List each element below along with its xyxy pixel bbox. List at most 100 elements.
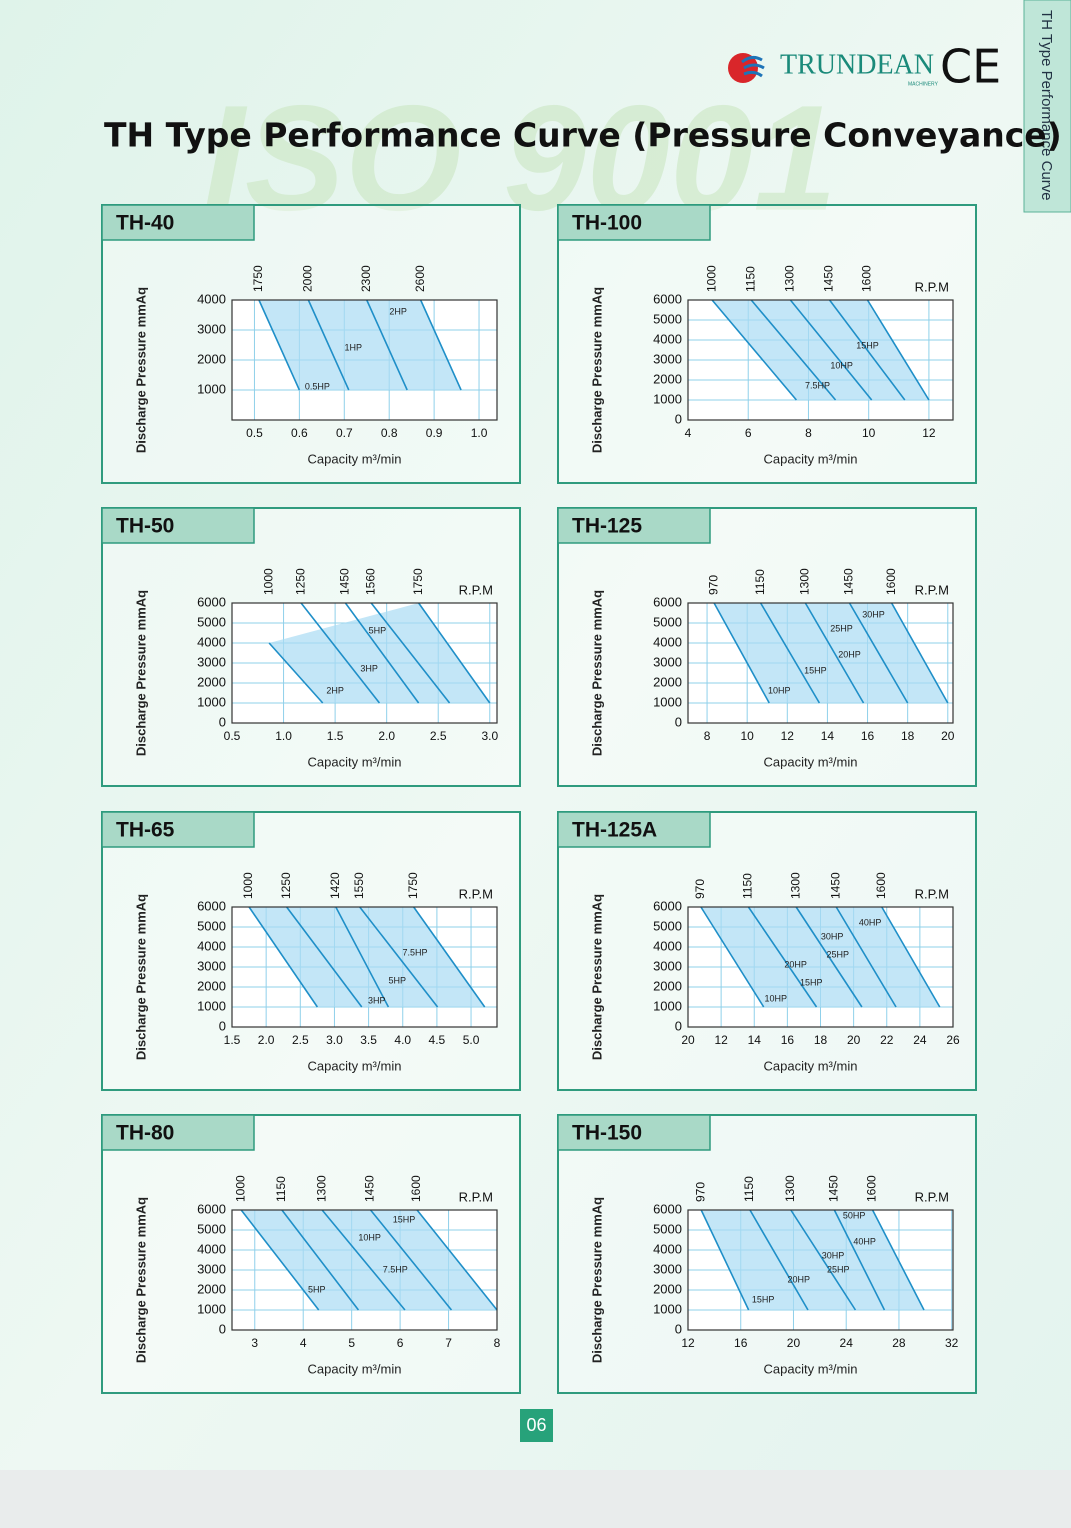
- y-tick-label: 2000: [197, 351, 226, 366]
- panel-title: TH-65: [116, 819, 175, 842]
- plot-frame: [231, 299, 498, 421]
- rpm-unit-label: R.P.M: [915, 279, 949, 294]
- x-tick-label: 3.0: [481, 729, 498, 743]
- y-tick-label: 1000: [197, 1301, 226, 1316]
- x-tick-label: 26: [946, 1033, 960, 1047]
- y-tick-label: 0: [219, 714, 226, 729]
- rpm-label: 1300: [783, 1175, 797, 1202]
- y-tick-label: 2000: [653, 1281, 682, 1296]
- rpm-curve: [804, 602, 865, 704]
- rpm-curve: [789, 299, 873, 401]
- y-axis-label: Discharge Pressure mmAq: [133, 287, 148, 453]
- y-tick-label: 6000: [653, 291, 682, 306]
- rpm-curve: [713, 602, 770, 704]
- rpm-curve: [750, 299, 837, 401]
- x-tick-label: 8: [704, 729, 711, 743]
- rpm-curve: [749, 1209, 809, 1311]
- plot-frame: [687, 906, 954, 1028]
- y-tick-label: 2000: [653, 978, 682, 993]
- hp-label: 5HP: [389, 975, 407, 985]
- x-tick-label: 3: [251, 1336, 258, 1350]
- rpm-label: 2300: [359, 265, 373, 292]
- rpm-curve: [759, 602, 821, 704]
- rpm-label: 1600: [860, 265, 874, 292]
- rpm-curve: [711, 299, 798, 401]
- ce-mark: CE: [940, 40, 1001, 94]
- rpm-curve: [359, 906, 439, 1008]
- rpm-label: 1300: [798, 568, 812, 595]
- rpm-curve: [285, 906, 363, 1008]
- plot-frame: [231, 906, 498, 1028]
- rpm-label: 970: [693, 1182, 707, 1202]
- y-tick-label: 1000: [653, 391, 682, 406]
- y-tick-label: 0: [219, 1018, 226, 1033]
- y-axis-label: Discharge Pressure mmAq: [589, 894, 604, 1060]
- rpm-label: 1750: [406, 872, 420, 899]
- x-tick-label: 20: [847, 1033, 861, 1047]
- y-tick-label: 2000: [653, 371, 682, 386]
- rpm-curve: [835, 906, 897, 1008]
- rpm-curve: [747, 906, 818, 1008]
- rpm-curve: [413, 906, 486, 1008]
- rpm-label: 1600: [874, 872, 888, 899]
- y-tick-label: 3000: [653, 958, 682, 973]
- hp-label: 7.5HP: [403, 947, 428, 957]
- y-tick-label: 1000: [653, 998, 682, 1013]
- rpm-curve: [281, 1209, 360, 1311]
- hp-label: 1HP: [345, 342, 363, 352]
- rpm-curve: [848, 602, 909, 704]
- x-tick-label: 1.0: [275, 729, 292, 743]
- rpm-label: 1000: [233, 1175, 247, 1202]
- y-tick-label: 2000: [197, 674, 226, 689]
- x-tick-label: 10: [740, 729, 754, 743]
- x-tick-label: 6: [745, 426, 752, 440]
- y-tick-label: 6000: [653, 898, 682, 913]
- x-axis-label: Capacity m³/min: [308, 1058, 402, 1073]
- panel-title-tab: [101, 204, 255, 241]
- y-tick-label: 1000: [197, 381, 226, 396]
- y-tick-label: 4000: [653, 1241, 682, 1256]
- y-tick-label: 0: [675, 714, 682, 729]
- rpm-label: 1420: [328, 872, 342, 899]
- coverage-area: [701, 1210, 924, 1310]
- y-tick-label: 2000: [197, 978, 226, 993]
- x-tick-label: 32: [945, 1336, 959, 1350]
- panel-title: TH-80: [116, 1122, 174, 1145]
- rpm-label: 1450: [827, 1175, 841, 1202]
- hp-label: 30HP: [821, 931, 844, 941]
- side-tab: [1023, 0, 1071, 213]
- x-tick-label: 6: [397, 1336, 404, 1350]
- y-tick-label: 1000: [653, 1301, 682, 1316]
- hp-label: 2HP: [326, 685, 344, 695]
- y-tick-label: 0: [675, 1018, 682, 1033]
- rpm-curve: [240, 1209, 320, 1311]
- x-tick-label: 0.6: [291, 426, 308, 440]
- y-tick-label: 3000: [197, 654, 226, 669]
- x-tick-label: 2.0: [378, 729, 395, 743]
- rpm-curve: [321, 1209, 406, 1311]
- x-tick-label: 18: [901, 729, 915, 743]
- x-tick-label: 5.0: [463, 1033, 480, 1047]
- rpm-curve: [795, 906, 863, 1008]
- x-tick-label: 16: [861, 729, 875, 743]
- x-tick-label: 20: [787, 1336, 801, 1350]
- x-tick-label: 2.5: [292, 1033, 309, 1047]
- panel-title: TH-150: [572, 1122, 642, 1145]
- rpm-curve: [790, 1209, 857, 1311]
- rpm-label: 1550: [352, 872, 366, 899]
- x-tick-label: 1.5: [327, 729, 344, 743]
- rpm-curve: [417, 602, 491, 704]
- rpm-label: 970: [706, 575, 720, 595]
- rpm-curve: [700, 906, 765, 1008]
- hp-label: 40HP: [853, 1236, 876, 1246]
- y-tick-label: 5000: [653, 918, 682, 933]
- hp-label: 7.5HP: [805, 380, 830, 390]
- x-tick-label: 3.5: [360, 1033, 377, 1047]
- x-tick-label: 1.0: [471, 426, 488, 440]
- x-tick-label: 12: [714, 1033, 728, 1047]
- x-tick-label: 8: [494, 1336, 501, 1350]
- rpm-label: 2600: [413, 265, 427, 292]
- x-tick-label: 0.9: [426, 426, 443, 440]
- rpm-label: 1250: [293, 568, 307, 595]
